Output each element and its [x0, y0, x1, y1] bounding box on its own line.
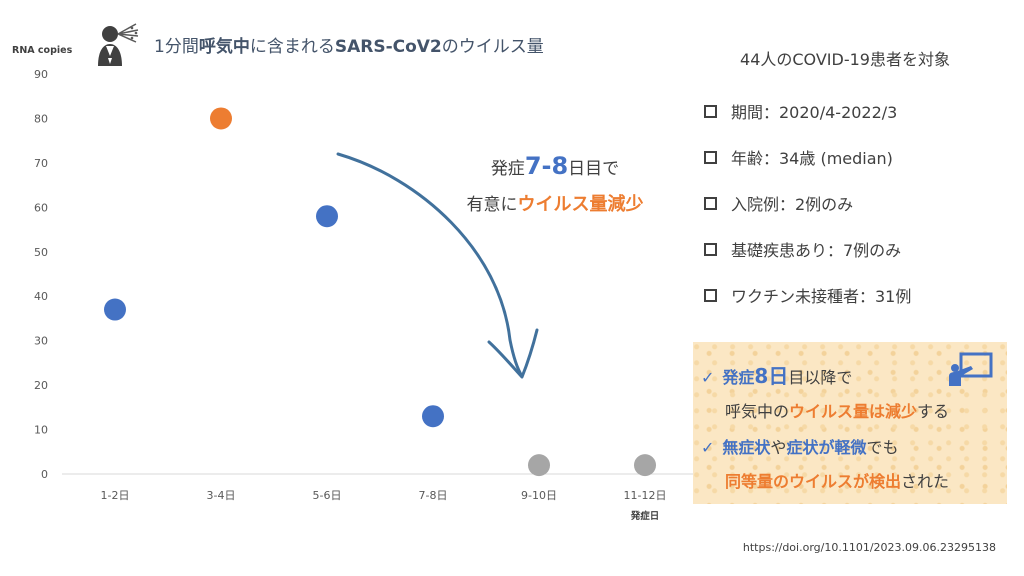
data-points — [104, 107, 656, 477]
summary-line-4: 同等量のウイルスが検出された — [725, 472, 950, 491]
doi-link[interactable]: https://doi.org/10.1101/2023.09.06.23295… — [742, 541, 996, 554]
list-item: 期間：2020/4-2022/3 — [704, 88, 1004, 134]
y-tick-label: 40 — [34, 290, 48, 303]
study-details-list: 期間：2020/4-2022/3 年齢：34歳 (median) 入院例：2例の… — [704, 88, 1004, 318]
checkbox-square-icon — [704, 104, 717, 118]
exhale-person-icon — [98, 23, 139, 66]
y-tick-label: 10 — [34, 424, 48, 437]
x-tick-label: 3-4日 — [207, 489, 236, 502]
list-item: 基礎疾患あり：7例のみ — [704, 226, 1004, 272]
y-ticks: 0 10 20 30 40 50 60 70 80 90 — [34, 68, 48, 481]
x-tick-label: 9-10日 — [521, 489, 557, 502]
data-point — [316, 205, 338, 228]
y-tick-label: 60 — [34, 201, 48, 214]
summary-line-3: ✓ 無症状や症状が軽微でも — [701, 438, 899, 457]
list-item: 入院例：2例のみ — [704, 180, 1004, 226]
y-axis-label: RNA copies — [12, 45, 73, 56]
y-tick-label: 90 — [34, 68, 48, 81]
data-point — [104, 298, 126, 321]
list-item: ワクチン未接種者：31例 — [704, 272, 1004, 318]
y-tick-label: 20 — [34, 379, 48, 392]
x-axis-label: 発症日 — [630, 510, 660, 522]
checkbox-square-icon — [704, 242, 717, 256]
x-tick-label: 1-2日 — [101, 489, 130, 502]
y-tick-label: 80 — [34, 112, 48, 125]
data-point — [210, 107, 232, 130]
study-header: 44人のCOVID-19患者を対象 — [740, 50, 950, 69]
summary-box: ✓ 発症8日目以降で 呼気中のウイルス量は減少する ✓ 無症状や症状が軽微でも 同等… — [693, 342, 1007, 504]
checkbox-square-icon — [704, 150, 717, 164]
slide-title: 1分間呼気中に含まれるSARS-CoV2のウイルス量 — [96, 22, 544, 66]
presentation-icon — [949, 352, 993, 386]
trend-arrow-head — [487, 328, 539, 379]
y-tick-label: 30 — [34, 335, 48, 348]
y-tick-label: 0 — [41, 468, 48, 481]
decrease-callout: 発症7-8日目で 有意にウイルス量減少 — [466, 152, 644, 215]
trend-arrow-shaft — [336, 152, 524, 378]
x-tick-label: 7-8日 — [419, 489, 448, 502]
page-title: 1分間呼気中に含まれるSARS-CoV2のウイルス量 — [154, 36, 544, 57]
x-tick-label: 11-12日 — [624, 489, 667, 502]
x-tick-label: 5-6日 — [313, 489, 342, 502]
y-tick-label: 70 — [34, 157, 48, 170]
data-point — [634, 454, 656, 477]
list-item: 年齢：34歳 (median) — [704, 134, 1004, 180]
checkbox-square-icon — [704, 196, 717, 210]
checkbox-square-icon — [704, 288, 717, 302]
summary-line-2: 呼気中のウイルス量は減少する — [725, 402, 950, 421]
y-tick-label: 50 — [34, 246, 48, 259]
x-ticks: 1-2日 3-4日 5-6日 7-8日 9-10日 11-12日 — [101, 489, 667, 502]
data-point — [422, 405, 444, 428]
summary-line-1: ✓ 発症8日目以降で — [701, 364, 853, 388]
data-point — [528, 454, 550, 477]
